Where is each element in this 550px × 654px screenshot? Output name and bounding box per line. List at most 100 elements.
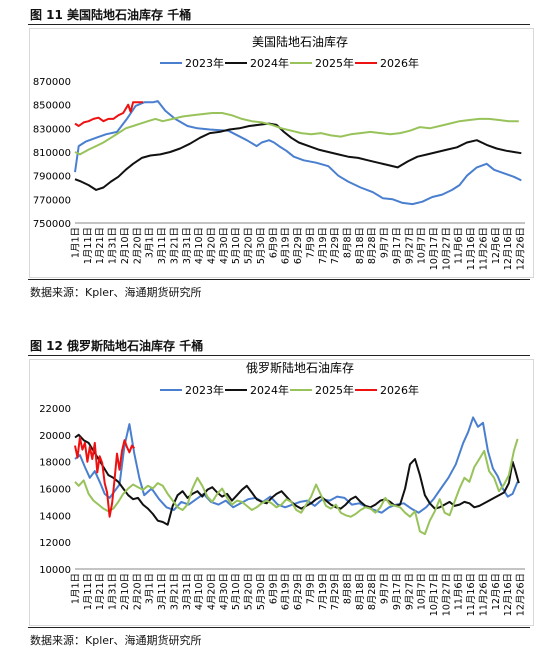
x-tick-label: 9月17日 — [392, 573, 403, 610]
source-note-russia: 数据来源：Kpler、海通期货研究所 — [30, 634, 202, 647]
x-tick-label: 10月17日 — [429, 227, 440, 270]
y-axis: 870000 850000 830000 810000 790000 770000 7500… — [33, 77, 71, 230]
x-tick-label: 11月6日 — [454, 573, 465, 610]
legend-item: 2026年 — [355, 383, 419, 397]
x-tick-label: 3月21日 — [169, 573, 180, 610]
x-tick-label: 5月30日 — [256, 227, 267, 264]
chart-title: 俄罗斯陆地石油库存 — [246, 360, 354, 375]
x-tick-label: 2月20日 — [132, 227, 143, 264]
x-tick-label: 10月7日 — [417, 573, 428, 610]
legend-item: 2026年 — [355, 56, 419, 70]
x-tick-label: 10月17日 — [429, 573, 440, 616]
x-tick-label: 3月31日 — [182, 227, 193, 264]
y-tick-label: 850000 — [33, 101, 71, 112]
y-tick-label: 870000 — [33, 77, 71, 88]
legend-label: 2025年 — [315, 383, 354, 397]
x-tick-label: 4月30日 — [219, 573, 230, 610]
legend-item: 2025年 — [290, 383, 354, 397]
series-line-2024年 — [74, 122, 522, 191]
x-tick-label: 11月16日 — [466, 573, 477, 616]
x-tick-label: 3月21日 — [169, 227, 180, 264]
x-tick-label: 6月19日 — [281, 573, 292, 610]
x-tick-label: 5月10日 — [231, 573, 242, 610]
y-tick-label: 810000 — [33, 148, 71, 159]
y-tick-label: 18000 — [39, 458, 71, 469]
figure-12-caption-rule — [28, 355, 530, 356]
x-tick-label: 7月29日 — [330, 573, 341, 610]
x-tick-label: 3月1日 — [145, 573, 156, 604]
x-tick-label: 12月16日 — [503, 227, 514, 270]
figure-11-bottom-rule — [28, 279, 530, 280]
figure-12-bottom-rule — [28, 627, 530, 628]
legend: 2023年 2024年 2025年 2026年 — [160, 383, 419, 397]
figure-11-caption-rule — [28, 24, 530, 25]
y-tick-label: 770000 — [33, 195, 71, 206]
x-tick-label: 12月16日 — [503, 573, 514, 616]
legend: 2023年 2024年 2025年 2026年 — [160, 56, 419, 70]
x-tick-label: 9月7日 — [380, 573, 391, 604]
x-tick-label: 3月31日 — [182, 573, 193, 610]
x-tick-label: 8月8日 — [342, 573, 353, 604]
series-line-2026年 — [74, 436, 136, 518]
legend-label: 2026年 — [380, 383, 419, 397]
legend-label: 2024年 — [250, 56, 289, 70]
x-tick-label: 7月29日 — [330, 227, 341, 264]
legend-item: 2025年 — [290, 56, 354, 70]
x-tick-label: 8月18日 — [355, 573, 366, 610]
x-tick-label: 8月28日 — [367, 573, 378, 610]
x-tick-label: 5月20日 — [244, 227, 255, 264]
series-line-2025年 — [74, 438, 519, 536]
x-tick-label: 10月27日 — [441, 227, 452, 270]
x-tick-label: 3月11日 — [157, 573, 168, 610]
x-tick-label: 2月10日 — [120, 227, 131, 264]
x-tick-label: 10月27日 — [441, 573, 452, 616]
legend-label: 2025年 — [315, 56, 354, 70]
y-tick-label: 790000 — [33, 172, 71, 183]
x-tick-label: 11月6日 — [454, 227, 465, 264]
x-tick-label: 6月29日 — [293, 573, 304, 610]
y-tick-label: 20000 — [39, 431, 71, 442]
y-tick-label: 830000 — [33, 124, 71, 135]
x-tick-label: 5月30日 — [256, 573, 267, 610]
figure-11-caption: 图 11 美国陆地石油库存 千桶 — [30, 8, 192, 22]
x-tick-label: 6月9日 — [268, 227, 279, 258]
y-tick-label: 12000 — [39, 538, 71, 549]
x-tick-label: 4月20日 — [206, 573, 217, 610]
x-tick-label: 4月10日 — [194, 227, 205, 264]
series-line-2026年 — [74, 101, 143, 127]
x-tick-label: 4月10日 — [194, 573, 205, 610]
legend-item: 2024年 — [225, 383, 289, 397]
x-tick-label: 10月7日 — [417, 227, 428, 264]
x-tick-label: 7月19日 — [318, 227, 329, 264]
chart-frame-us: 美国陆地石油库存 2023年 2024年 2025年 2026年 870000 850000… — [29, 28, 534, 278]
x-axis: 1月1日 1月11日 1月21日 1月31日 2月10日 2月20日 3月1日 3月11日 3月… — [71, 227, 527, 270]
y-tick-label: 750000 — [33, 219, 71, 230]
legend-label: 2026年 — [380, 56, 419, 70]
series-line-2023年 — [74, 416, 519, 514]
x-tick-label: 1月21日 — [95, 573, 106, 610]
chart-us-inventory: 美国陆地石油库存 2023年 2024年 2025年 2026年 870000 850000… — [33, 34, 527, 270]
x-tick-label: 11月16日 — [466, 227, 477, 270]
figure-12-caption: 图 12 俄罗斯陆地石油库存 千桶 — [30, 339, 204, 353]
x-tick-label: 6月9日 — [268, 573, 279, 604]
x-tick-label: 1月31日 — [108, 573, 119, 610]
x-tick-label: 7月9日 — [305, 573, 316, 604]
legend-label: 2023年 — [185, 56, 224, 70]
x-tick-label: 8月28日 — [367, 227, 378, 264]
x-tick-label: 2月20日 — [132, 573, 143, 610]
x-tick-label: 12月26日 — [516, 227, 527, 270]
x-tick-label: 11月26日 — [478, 573, 489, 616]
x-tick-label: 2月10日 — [120, 573, 131, 610]
legend-item: 2023年 — [160, 56, 224, 70]
x-axis: 1月1日 1月11日 1月21日 1月31日 2月10日 2月20日 3月1日 3月11日 3月… — [71, 573, 527, 616]
chart-frame-russia: 俄罗斯陆地石油库存 2023年 2024年 2025年 2026年 22000 20000 1… — [29, 359, 534, 626]
y-tick-label: 10000 — [39, 565, 71, 576]
y-tick-label: 22000 — [39, 404, 71, 415]
x-tick-label: 11月26日 — [478, 227, 489, 270]
y-axis: 22000 20000 18000 16000 14000 12000 10000 — [39, 404, 71, 576]
chart-russia-inventory: 俄罗斯陆地石油库存 2023年 2024年 2025年 2026年 22000 20000 1… — [39, 360, 527, 616]
x-tick-label: 7月19日 — [318, 573, 329, 610]
source-note-us: 数据来源：Kpler、海通期货研究所 — [30, 286, 202, 299]
legend-label: 2023年 — [185, 383, 224, 397]
x-tick-label: 3月1日 — [145, 227, 156, 258]
